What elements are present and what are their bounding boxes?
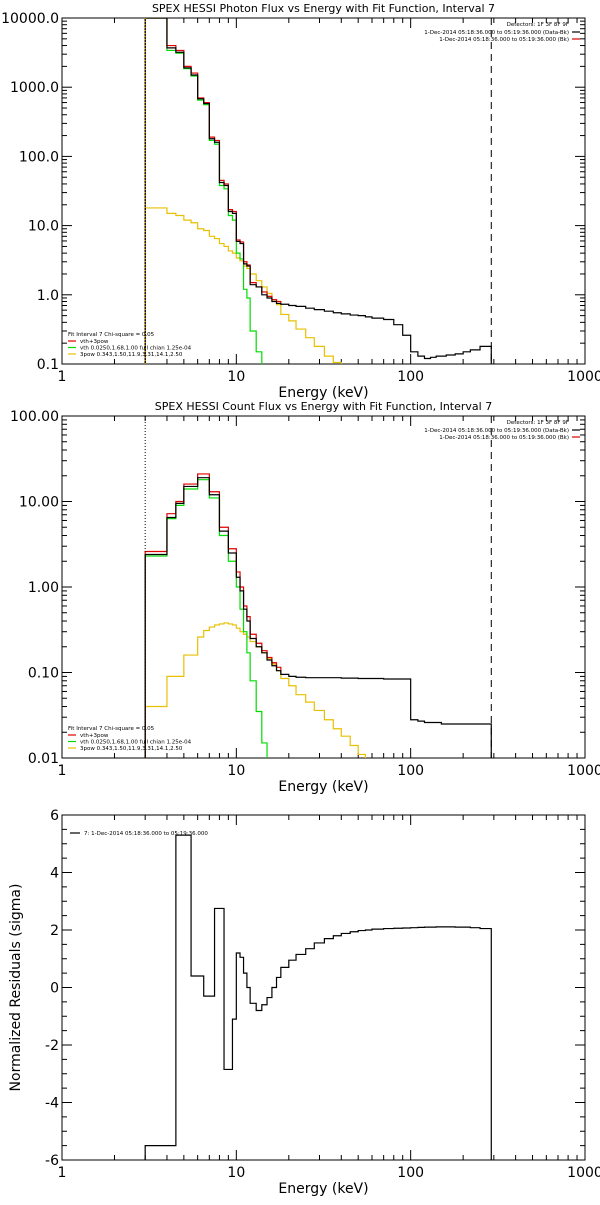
legend-left-entry: vth+3pow bbox=[80, 733, 109, 739]
x-tick-label: 1000 bbox=[567, 1165, 600, 1181]
x-axis-label: Energy (keV) bbox=[278, 1181, 368, 1197]
x-tick-label: 100 bbox=[397, 1165, 424, 1181]
x-tick-label: 1000 bbox=[567, 763, 600, 779]
chart-2: SPEX HESSI Count Flux vs Energy with Fit… bbox=[10, 400, 600, 795]
x-tick-label: 100 bbox=[397, 763, 424, 779]
plot-area bbox=[144, 416, 492, 758]
y-tick-label: 10.00 bbox=[19, 495, 59, 511]
y-tick-label: 0.01 bbox=[28, 751, 59, 767]
y-tick-label: 4 bbox=[50, 866, 59, 882]
series-vth bbox=[144, 479, 268, 758]
y-tick-label: -4 bbox=[45, 1096, 59, 1112]
y-tick-label: -2 bbox=[45, 1038, 59, 1054]
legend-left-entry: 3pow 0.343,1.50,11.9,3.31,14.1,2.50 bbox=[80, 746, 183, 752]
legend-right-entry: 1-Dec-2014 05:18:36.000 to 05:19:36.000 … bbox=[439, 435, 569, 441]
legend-left-entry: vth+3pow bbox=[80, 339, 109, 345]
y-axis-label: Normalized Residuals (sigma) bbox=[8, 884, 24, 1092]
plot-area bbox=[144, 834, 492, 1160]
y-tick-label: 1000.0 bbox=[10, 80, 59, 96]
y-tick-label: 1.0 bbox=[37, 288, 59, 304]
x-tick-label: 10 bbox=[227, 763, 245, 779]
y-tick-label: -6 bbox=[45, 1153, 59, 1169]
y-tick-label: 100.0 bbox=[19, 149, 59, 165]
chart-title: SPEX HESSI Count Flux vs Energy with Fit… bbox=[155, 400, 492, 413]
x-axis-label: Energy (keV) bbox=[278, 779, 368, 795]
y-tick-label: 1.00 bbox=[28, 580, 59, 596]
plot-frame bbox=[61, 415, 586, 759]
x-tick-label: 10 bbox=[227, 1165, 245, 1181]
plot-frame bbox=[61, 814, 586, 1161]
fit-header: Fit Interval 7 Chi-square = 0.05 bbox=[68, 332, 155, 338]
x-tick-label: 100 bbox=[397, 369, 424, 385]
x-tick-label: 1 bbox=[58, 1165, 67, 1181]
y-tick-label: 10000.0 bbox=[1, 11, 59, 27]
series-7 bbox=[144, 834, 492, 1160]
legend-right-entry: 1-Dec-2014 05:18:36.000 to 05:19:36.000 … bbox=[424, 30, 569, 36]
y-tick-label: 0.1 bbox=[37, 357, 59, 373]
y-tick-label: 0 bbox=[50, 981, 59, 997]
y-tick-label: 0.10 bbox=[28, 666, 59, 682]
detectors-label: Detectors: 1F 3F 8F 9F bbox=[507, 420, 569, 426]
chart-1: SPEX HESSI Photon Flux vs Energy with Fi… bbox=[1, 2, 600, 401]
legend-left-entry: vth 0.0250,1.68,1.00 full chian 1.25e-04 bbox=[80, 740, 192, 746]
y-tick-label: 100.00 bbox=[10, 409, 59, 425]
x-tick-label: 1 bbox=[58, 369, 67, 385]
legend-left-entry: 3pow 0.343,1.50,11.9,3.31,14.1,2.50 bbox=[80, 352, 183, 358]
chart-3: 1 10 100 1000 Energy (keV) -6 -4 -2 0 2 4 6 Normaliz… bbox=[8, 808, 600, 1197]
y-tick-label: 10.0 bbox=[28, 219, 59, 235]
chart-title: SPEX HESSI Photon Flux vs Energy with Fi… bbox=[152, 2, 495, 15]
series-vth+3pow bbox=[144, 473, 282, 758]
y-tick-label: 2 bbox=[50, 923, 59, 939]
series-vth+3pow bbox=[144, 18, 282, 364]
x-axis-label: Energy (keV) bbox=[278, 385, 368, 401]
y-tick-label: 6 bbox=[50, 808, 59, 824]
plot-frame bbox=[61, 17, 586, 365]
legend-right-entry: 1-Dec-2014 05:18:36.000 to 05:19:36.000 … bbox=[424, 428, 569, 434]
legend-right-entry: 1-Dec-2014 05:18:36.000 to 05:19:36.000 … bbox=[439, 37, 569, 43]
fit-header: Fit Interval 7 Chi-square = 0.05 bbox=[68, 726, 155, 732]
legend-left-entry: vth 0.0250,1.68,1.00 full chian 1.25e-04 bbox=[80, 346, 192, 352]
detectors-label: Detectors: 1F 3F 8F 9F bbox=[507, 22, 569, 28]
series-Data-Bk bbox=[144, 477, 492, 758]
series-Data-Bk bbox=[144, 18, 492, 364]
x-tick-label: 10 bbox=[227, 369, 245, 385]
x-tick-label: 1 bbox=[58, 763, 67, 779]
plot-area bbox=[144, 18, 492, 364]
x-tick-label: 1000 bbox=[567, 369, 600, 385]
series-vth bbox=[144, 18, 263, 364]
legend-left-entry: 7: 1-Dec-2014 05:18:36.000 to 05:19:36.0… bbox=[84, 831, 208, 837]
